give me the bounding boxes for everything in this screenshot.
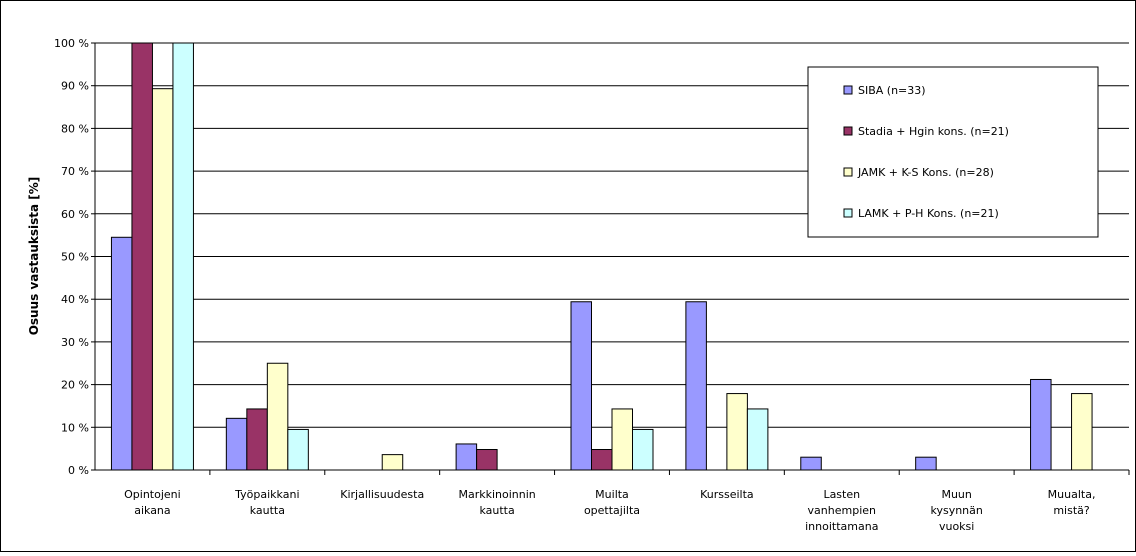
- y-tick-label: 80 %: [61, 122, 89, 135]
- x-category-label: Markkinoinnin kautta: [458, 488, 535, 517]
- x-category-label: Muun kysynnän vuoksi: [930, 488, 982, 533]
- bars: [110, 42, 1093, 471]
- y-tick-label: 90 %: [61, 80, 89, 93]
- y-tick-label: 100 %: [54, 37, 89, 50]
- x-category-label: Kursseilta: [700, 488, 754, 501]
- legend-swatch: [843, 85, 853, 95]
- x-category-label: Muualta, mistä?: [1048, 488, 1096, 517]
- bar: [591, 449, 613, 471]
- y-tick-label: 10 %: [61, 421, 89, 434]
- legend-swatch: [843, 208, 853, 218]
- y-tick-label: 40 %: [61, 293, 89, 306]
- bar: [685, 301, 707, 471]
- bar: [246, 408, 268, 471]
- bar: [381, 454, 404, 471]
- legend-box: [807, 66, 1099, 238]
- bar: [632, 428, 654, 471]
- y-axis-label: Osuus vastauksista [%]: [27, 177, 41, 336]
- x-category-label: Opintojeni aikana: [124, 488, 181, 517]
- bar: [287, 428, 309, 471]
- x-category-label: Muilta opettajilta: [584, 488, 640, 517]
- bar: [476, 449, 498, 471]
- legend-swatch: [843, 126, 853, 136]
- bar: [726, 393, 748, 471]
- bar: [611, 408, 633, 471]
- bar: [746, 408, 769, 471]
- x-category-label: Kirjallisuudesta: [340, 488, 424, 501]
- y-tick-label: 0 %: [68, 464, 89, 477]
- bar: [570, 301, 592, 471]
- legend-swatch: [843, 167, 853, 177]
- x-category-label: Työpaikkani kautta: [234, 488, 299, 517]
- bar: [131, 42, 153, 471]
- bar: [1030, 378, 1052, 471]
- axes: [91, 42, 1130, 475]
- y-tick-labels: 0 % 10 % 20 % 30 % 40 % 50 % 60 % 70 % 80 % 90 % 1…: [54, 37, 89, 477]
- y-tick-label: 20 %: [61, 379, 89, 392]
- legend-label: Stadia + Hgin kons. (n=21): [858, 125, 1009, 138]
- bar: [225, 417, 248, 471]
- bar: [110, 236, 133, 471]
- bar: [151, 88, 174, 471]
- x-category-labels: Opintojeni aikana Työpaikkani kautta Kirjall…: [124, 488, 1095, 533]
- x-category-label: Lasten vanhempien innoittamana: [805, 488, 878, 533]
- bar: [800, 456, 822, 471]
- y-tick-label: 50 %: [61, 251, 89, 264]
- bar: [1071, 393, 1093, 471]
- legend: SIBA (n=33) Stadia + Hgin kons. (n=21) JAM…: [807, 66, 1099, 238]
- bar: [455, 443, 478, 471]
- legend-label: SIBA (n=33): [858, 84, 926, 97]
- legend-label: JAMK + K-S Kons. (n=28): [857, 166, 994, 179]
- bar: [915, 456, 937, 471]
- bar: [172, 42, 194, 471]
- bar: [266, 362, 289, 471]
- legend-label: LAMK + P-H Kons. (n=21): [858, 207, 999, 220]
- y-tick-label: 60 %: [61, 208, 89, 221]
- y-tick-label: 30 %: [61, 336, 89, 349]
- y-tick-label: 70 %: [61, 165, 89, 178]
